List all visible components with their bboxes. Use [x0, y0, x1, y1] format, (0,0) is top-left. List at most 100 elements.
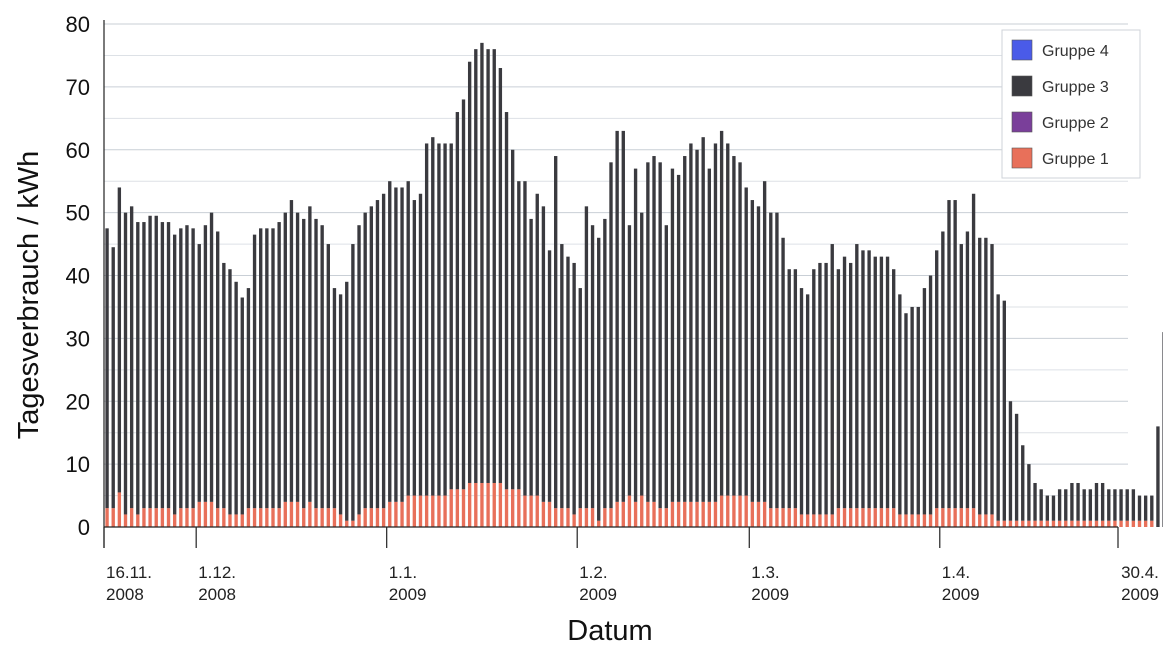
x-tick-label: 16.11.: [106, 563, 152, 582]
bar-gruppe-3: [332, 288, 337, 509]
bar-gruppe-1: [1027, 520, 1031, 527]
bar-gruppe-1: [166, 508, 171, 527]
bar-gruppe-3: [1027, 464, 1031, 521]
bar-gruppe-1: [959, 508, 963, 527]
bar-gruppe-1: [492, 482, 496, 527]
bar-gruppe-1: [308, 501, 312, 527]
bar-gruppe-1: [474, 482, 478, 527]
x-axis-title: Datum: [567, 615, 652, 647]
y-tick-label: 70: [66, 75, 90, 100]
bar-gruppe-1: [848, 508, 853, 527]
bar-gruppe-1: [1021, 520, 1025, 527]
bar-gruppe-1: [1057, 520, 1062, 527]
bar-gruppe-3: [885, 256, 890, 509]
bar-gruppe-3: [781, 237, 785, 509]
bar-gruppe-3: [836, 269, 841, 509]
bar-gruppe-1: [603, 508, 607, 527]
bar-gruppe-1: [873, 508, 877, 527]
bar-gruppe-1: [904, 514, 908, 527]
bar-gruppe-1: [375, 508, 380, 527]
bar-gruppe-3: [1021, 445, 1025, 521]
bar-gruppe-1: [1143, 520, 1148, 527]
x-tick-label: 1.12.: [198, 563, 236, 582]
bar-gruppe-1: [129, 508, 134, 527]
bar-gruppe-3: [726, 143, 730, 496]
bar-gruppe-1: [1070, 520, 1074, 527]
bar-gruppe-1: [1082, 520, 1086, 527]
bar-gruppe-3: [848, 262, 853, 509]
bar-gruppe-3: [1143, 495, 1148, 521]
bar-gruppe-1: [584, 508, 589, 527]
bar-gruppe-1: [111, 508, 115, 527]
bar-gruppe-3: [1113, 489, 1117, 521]
legend-swatch: [1011, 147, 1033, 169]
bar-gruppe-1: [824, 514, 828, 527]
bar-gruppe-1: [228, 514, 232, 527]
bar-gruppe-1: [1107, 520, 1111, 527]
bar-gruppe-3: [572, 262, 576, 515]
bar-gruppe-3: [375, 200, 380, 509]
bar-gruppe-3: [646, 162, 650, 502]
bar-gruppe-3: [197, 244, 201, 502]
bar-gruppe-3: [105, 228, 109, 509]
bar-gruppe-3: [658, 162, 662, 509]
bar-gruppe-1: [412, 495, 417, 527]
bar-gruppe-1: [246, 508, 251, 527]
bar-gruppe-1: [633, 501, 638, 527]
bar-gruppe-1: [117, 492, 122, 527]
bar-gruppe-1: [1033, 520, 1037, 527]
bar-gruppe-1: [670, 501, 675, 527]
bar-gruppe-1: [381, 508, 386, 527]
bar-gruppe-1: [769, 508, 773, 527]
bar-gruppe-1: [1008, 520, 1013, 527]
bar-gruppe-1: [1014, 520, 1019, 527]
bar-gruppe-1: [738, 495, 742, 527]
bar-gruppe-1: [978, 514, 982, 527]
bar-gruppe-3: [701, 137, 705, 502]
bar-gruppe-3: [1033, 482, 1037, 521]
bar-gruppe-1: [609, 508, 613, 527]
y-tick-label: 20: [66, 389, 90, 414]
bar-gruppe-3: [689, 143, 693, 502]
bar-gruppe-3: [302, 218, 306, 509]
bar-gruppe-1: [172, 514, 177, 527]
bar-gruppe-3: [154, 215, 158, 509]
bar-gruppe-3: [996, 294, 1000, 521]
bar-gruppe-3: [1156, 426, 1160, 527]
bar-gruppe-1: [431, 495, 435, 527]
bar-gruppe-3: [756, 206, 761, 502]
bar-gruppe-3: [283, 212, 287, 502]
bar-gruppe-3: [1131, 489, 1136, 521]
bar-gruppe-1: [424, 495, 429, 527]
bar-gruppe-1: [154, 508, 158, 527]
legend-label: Gruppe 4: [1042, 43, 1109, 60]
bar-gruppe-3: [978, 237, 982, 515]
bar-gruppe-1: [437, 495, 441, 527]
y-tick-label: 0: [78, 515, 90, 540]
y-tick-label: 50: [66, 201, 90, 226]
bar-gruppe-1: [578, 508, 582, 527]
bar-gruppe-3: [1014, 413, 1019, 521]
bar-gruppe-3: [1008, 401, 1013, 521]
bar-gruppe-1: [191, 508, 195, 527]
bar-gruppe-1: [160, 508, 165, 527]
bar-gruppe-1: [713, 501, 718, 527]
bar-gruppe-1: [566, 508, 570, 527]
legend-swatch: [1011, 75, 1033, 97]
bar-gruppe-3: [953, 200, 957, 509]
legend-label: Gruppe 3: [1042, 79, 1109, 96]
y-tick-label: 80: [66, 12, 90, 37]
bar-gruppe-1: [369, 508, 374, 527]
legend-swatch: [1011, 111, 1033, 133]
bar-gruppe-3: [861, 250, 865, 509]
bar-gruppe-1: [179, 508, 183, 527]
bar-gruppe-1: [1051, 520, 1056, 527]
bar-gruppe-1: [1125, 520, 1129, 527]
bar-gruppe-3: [830, 244, 834, 515]
bar-gruppe-3: [166, 222, 171, 509]
bar-gruppe-1: [658, 508, 662, 527]
bar-gruppe-3: [437, 143, 441, 496]
bar-gruppe-1: [547, 501, 552, 527]
bar-gruppe-1: [1119, 520, 1123, 527]
bar-gruppe-1: [510, 489, 515, 527]
